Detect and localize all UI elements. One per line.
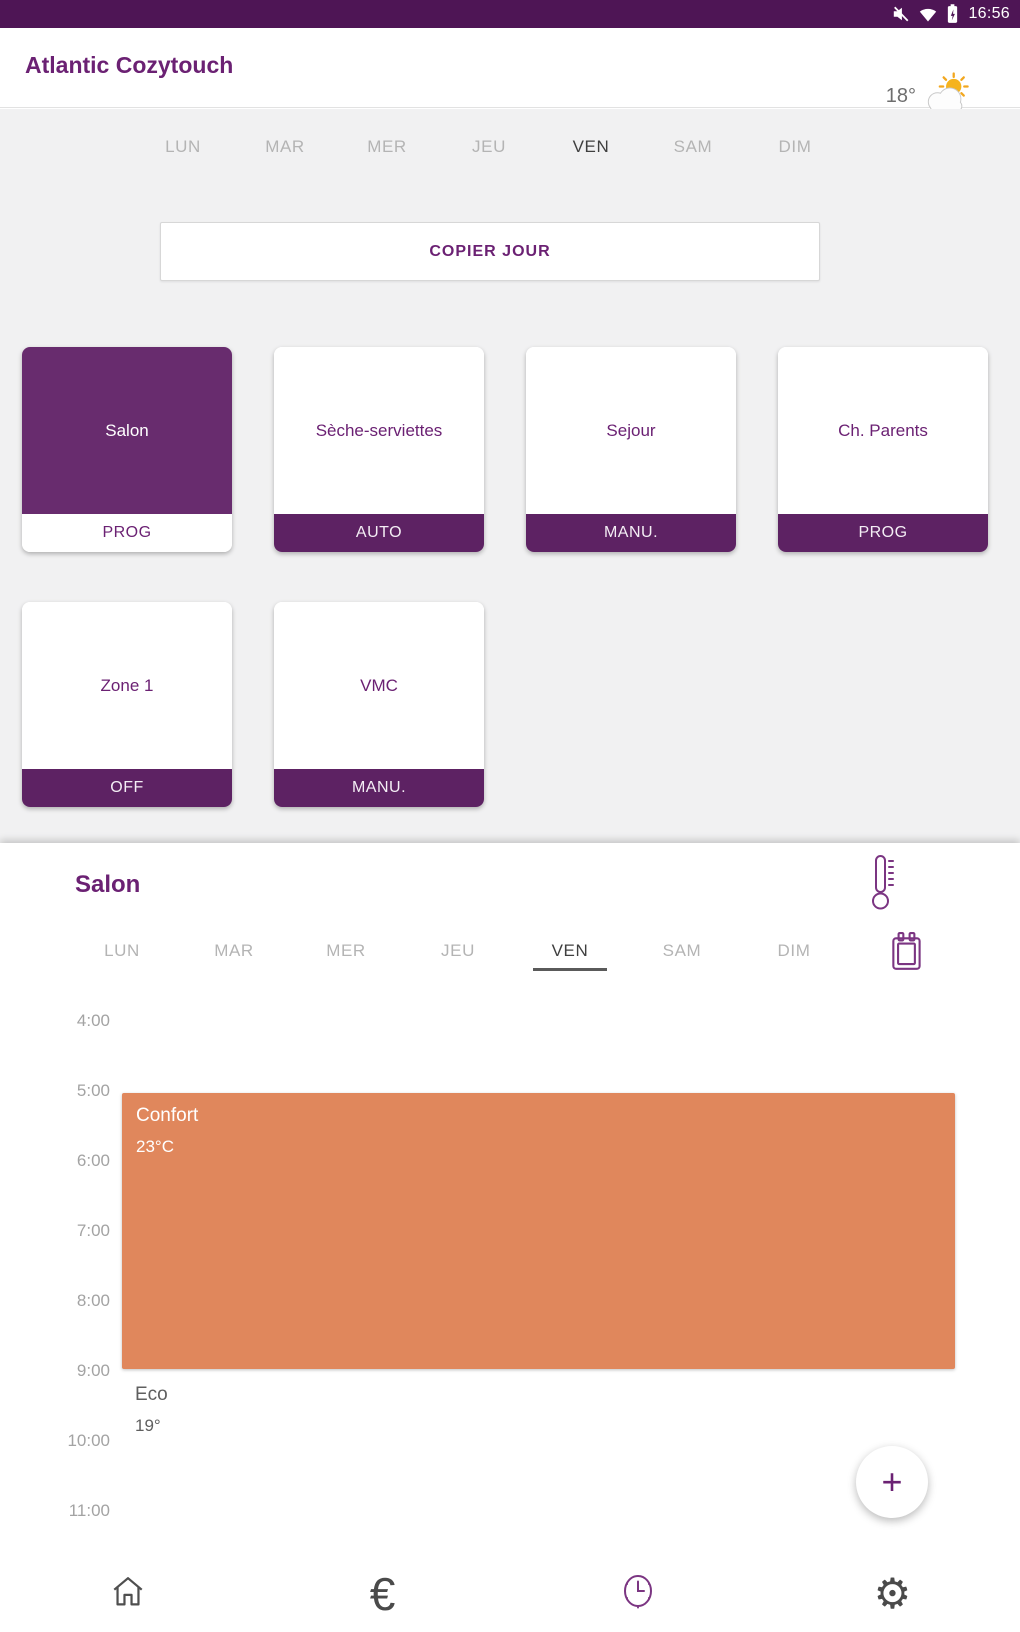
schedule-panel: Salon LUN MAR MER <box>0 843 1020 1632</box>
device-name: Sejour <box>526 347 736 514</box>
hour-label: 10:00 <box>67 1431 110 1450</box>
nav-item-settings[interactable]: ⚙ <box>765 1555 1020 1632</box>
top-day-lun[interactable]: LUN <box>165 137 201 156</box>
mute-icon <box>892 5 910 23</box>
hour-label: 8:00 <box>76 1291 110 1310</box>
status-bar: 16:56 <box>0 0 1020 28</box>
device-mode-badge: PROG <box>778 514 988 552</box>
thermometer-button[interactable] <box>860 853 904 915</box>
device-name: Zone 1 <box>22 602 232 769</box>
nav-item-costs[interactable]: € <box>255 1555 510 1632</box>
outdoor-temperature: 18° <box>885 85 916 107</box>
top-day-ven-selected[interactable]: VEN <box>572 137 610 156</box>
plus-icon: + <box>881 1461 903 1502</box>
device-name: Salon <box>22 347 232 514</box>
device-card-seche-serviettes[interactable]: Sèche-serviettes AUTO <box>274 347 484 552</box>
hour-label: 11:00 <box>68 1501 110 1520</box>
device-card-zone-1[interactable]: Zone 1 OFF <box>22 602 232 807</box>
panel-day-mar[interactable]: MAR <box>214 941 254 960</box>
device-mode-badge: MANU. <box>526 514 736 552</box>
top-day-dim[interactable]: DIM <box>778 137 812 156</box>
schedule-event-eco-label: Eco <box>135 1384 168 1405</box>
panel-day-dim[interactable]: DIM <box>777 941 811 960</box>
top-day-jeu[interactable]: JEU <box>472 137 506 156</box>
thermometer-icon <box>866 853 898 916</box>
bottom-navigation: € ⚙ <box>0 1555 1020 1632</box>
device-name: VMC <box>274 602 484 769</box>
euro-icon: € <box>369 1567 396 1620</box>
device-mode-badge: MANU. <box>274 769 484 807</box>
hour-label: 5:00 <box>76 1081 110 1100</box>
nav-item-home[interactable] <box>0 1555 255 1632</box>
event-temperature: 23°C <box>136 1137 174 1156</box>
device-name: Sèche-serviettes <box>274 347 484 514</box>
panel-day-jeu[interactable]: JEU <box>441 941 475 960</box>
device-card-salon[interactable]: Salon PROG <box>22 347 232 552</box>
device-name: Ch. Parents <box>778 347 988 514</box>
battery-charging-icon <box>946 3 959 25</box>
wifi-icon <box>919 6 937 22</box>
top-day-mer[interactable]: MER <box>367 137 407 156</box>
schedule-event-confort[interactable]: Confort 23°C <box>122 1093 955 1369</box>
panel-day-ven-selected[interactable]: VEN <box>514 941 626 971</box>
device-card-vmc[interactable]: VMC MANU. <box>274 602 484 807</box>
device-mode-badge: PROG <box>22 514 232 552</box>
hour-label: 6:00 <box>76 1151 110 1170</box>
panel-day-lun[interactable]: LUN <box>104 941 140 960</box>
add-event-fab[interactable]: + <box>856 1446 928 1518</box>
panel-day-selector: LUN MAR MER JEU VEN SAM DIM <box>66 941 850 971</box>
nav-item-schedule-selected[interactable] <box>510 1555 765 1632</box>
device-card-ch-parents[interactable]: Ch. Parents PROG <box>778 347 988 552</box>
device-card-sejour[interactable]: Sejour MANU. <box>526 347 736 552</box>
schedule-panel-title: Salon <box>75 871 141 898</box>
app-title: Atlantic Cozytouch <box>25 52 234 78</box>
hour-label: 9:00 <box>76 1361 110 1380</box>
calendar-icon <box>889 931 925 978</box>
status-time: 16:56 <box>968 5 1010 22</box>
device-mode-badge: AUTO <box>274 514 484 552</box>
panel-day-sam[interactable]: SAM <box>662 941 702 960</box>
calendar-button[interactable] <box>886 931 928 977</box>
top-day-sam[interactable]: SAM <box>673 137 713 156</box>
schedule-event-eco-temperature: 19° <box>135 1416 161 1435</box>
panel-day-mer[interactable]: MER <box>326 941 366 960</box>
hour-label: 4:00 <box>76 1011 110 1030</box>
top-day-selector: LUN MAR MER JEU VEN SAM DIM <box>132 137 846 157</box>
hour-label: 7:00 <box>76 1221 110 1240</box>
device-mode-badge: OFF <box>22 769 232 807</box>
top-day-mar[interactable]: MAR <box>265 137 305 156</box>
devices-section: LUN MAR MER JEU VEN SAM DIM COPIER JOUR … <box>0 109 1020 843</box>
event-label: Confort <box>136 1105 199 1126</box>
settings-icon: ⚙ <box>873 1569 912 1617</box>
app-bar: Atlantic Cozytouch 18° <box>0 28 1020 121</box>
home-icon <box>109 1574 147 1613</box>
copy-day-button[interactable]: COPIER JOUR <box>160 222 820 281</box>
clock-icon <box>621 1571 655 1616</box>
